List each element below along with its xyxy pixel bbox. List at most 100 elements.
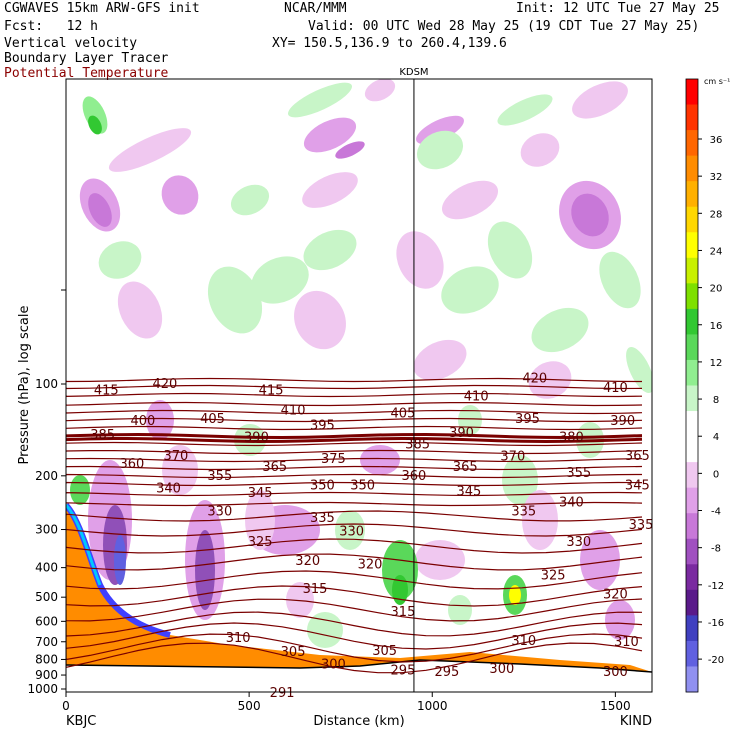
x-axis-label: Distance (km) — [313, 714, 404, 729]
theta-label: 410 — [464, 390, 489, 405]
theta-contour — [66, 598, 643, 622]
theta-label: 330 — [207, 505, 232, 520]
theta-label: 320 — [295, 554, 320, 569]
terrain — [66, 660, 652, 692]
theta-label: 380 — [559, 431, 584, 446]
theta-contour — [66, 570, 643, 590]
velocity-blob — [522, 490, 558, 550]
theta-label: 355 — [207, 469, 232, 484]
theta-label: 410 — [281, 403, 306, 418]
velocity-blob — [287, 82, 353, 118]
velocity-blob — [520, 133, 560, 167]
velocity-blob — [364, 79, 396, 102]
colorbar-segment — [686, 181, 698, 208]
theta-label: 300 — [321, 657, 346, 672]
colorbar-segment — [686, 334, 698, 361]
colorbar-tick-label: 0 — [713, 469, 719, 480]
theta-label: 335 — [511, 505, 536, 520]
velocity-blob — [88, 193, 112, 227]
colorbar-segment — [686, 257, 698, 284]
theta-label: 405 — [200, 412, 225, 427]
theta-label: 370 — [500, 450, 525, 465]
theta-label: 335 — [629, 518, 654, 533]
y-tick-label: 400 — [35, 561, 58, 575]
theta-label: 405 — [391, 407, 416, 422]
theta-contour — [66, 417, 643, 423]
velocity-blob — [571, 193, 609, 237]
terrain-line — [66, 659, 652, 673]
colorbar-segment — [686, 232, 698, 259]
colorbar-tick-label: -12 — [708, 581, 724, 592]
velocity-blob — [360, 445, 400, 475]
theta-label: 395 — [310, 419, 335, 434]
colorbar-unit: cm s⁻¹ — [704, 77, 730, 86]
init-time: Init: 12 UTC Tue 27 May 25 — [516, 1, 720, 16]
field-boundary-layer-tracer: Boundary Layer Tracer — [4, 51, 169, 66]
theta-label: 305 — [281, 645, 306, 660]
theta-label: 345 — [625, 478, 650, 493]
theta-label: 310 — [614, 635, 639, 650]
theta-label: 295 — [434, 665, 459, 680]
theta-label: 315 — [391, 605, 416, 620]
y-tick-label: 1000 — [27, 682, 58, 696]
theta-label: 330 — [566, 535, 591, 550]
x-tick-label: 1500 — [600, 699, 631, 713]
velocity-blob — [251, 256, 309, 304]
theta-contour — [66, 465, 643, 471]
theta-contour — [66, 401, 643, 407]
colorbar-segment — [686, 513, 698, 540]
colorbar-frame — [685, 78, 699, 693]
colorbar-segment — [686, 130, 698, 157]
colorbar-segment — [686, 487, 698, 514]
colorbar-segment — [686, 79, 698, 106]
colorbar-tick-label: 32 — [710, 172, 723, 183]
theta-label: 340 — [156, 481, 181, 496]
velocity-blob — [207, 266, 263, 334]
velocity-blob — [502, 455, 538, 505]
theta-contour — [66, 523, 643, 537]
theta-label: 365 — [262, 460, 287, 475]
velocity-blob — [114, 535, 126, 585]
theta-label: 390 — [244, 431, 269, 446]
theta-label: 420 — [152, 377, 177, 392]
theta-contour — [66, 585, 643, 607]
y-tick-label: 300 — [35, 523, 58, 537]
velocity-blob — [335, 141, 365, 159]
theta-label: 390 — [610, 414, 635, 429]
colorbar-segment — [686, 615, 698, 642]
theta-contour — [66, 501, 643, 507]
boundary-layer-tracer — [66, 505, 652, 692]
colorbar-tick-label: 12 — [710, 358, 723, 369]
theta-contour — [66, 611, 643, 637]
theta-label: 345 — [456, 484, 481, 499]
theta-label: 291 — [270, 686, 295, 701]
velocity-blob — [161, 175, 199, 215]
colorbar-segment — [686, 589, 698, 616]
velocity-blob — [117, 281, 163, 339]
colorbar-tick-label: -4 — [711, 507, 721, 518]
colorbar-segment — [686, 283, 698, 310]
theta-label: 390 — [449, 426, 474, 441]
theta-label: 355 — [566, 466, 591, 481]
velocity-blob — [531, 307, 589, 353]
theta-label: 385 — [405, 438, 430, 453]
theta-label: 310 — [511, 634, 536, 649]
theta-contour — [66, 432, 643, 440]
velocity-blob — [162, 445, 198, 495]
y-tick-label: 200 — [35, 469, 58, 483]
theta-label: 305 — [372, 644, 397, 659]
velocity-blob — [396, 231, 444, 289]
colorbar-tick-label: 16 — [710, 321, 723, 332]
theta-label: 400 — [130, 414, 155, 429]
colorbar: 36 32 28 24 20 16 12 8 4 0 -4 -8 -12 -16 -20 cm s⁻¹ — [685, 77, 730, 693]
theta-contour — [66, 425, 643, 431]
theta-contour — [66, 622, 643, 650]
theta-label: 395 — [515, 412, 540, 427]
field-potential-temperature: Potential Temperature — [4, 66, 169, 81]
field-vertical-velocity: Vertical velocity — [4, 36, 138, 51]
velocity-blob — [626, 346, 652, 394]
theta-label: 320 — [358, 557, 383, 572]
theta-label: 340 — [559, 496, 584, 511]
colorbar-segment — [686, 385, 698, 412]
colorbar-tick-label: 8 — [713, 395, 719, 406]
